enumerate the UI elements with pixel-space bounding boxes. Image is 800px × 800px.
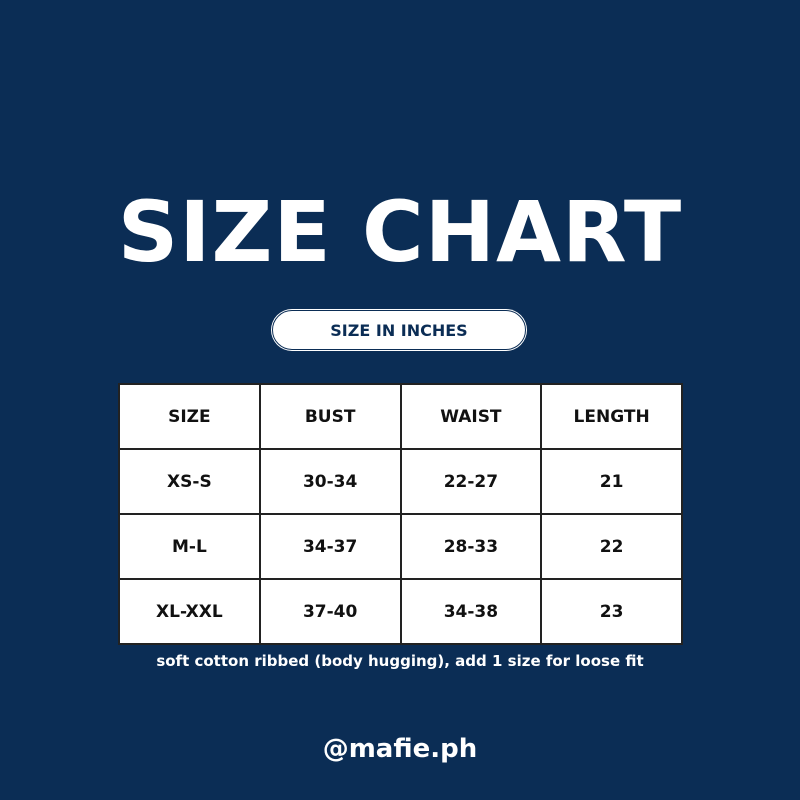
table-row: XS-S 30-34 22-27 21: [118, 448, 683, 515]
header-cell: BUST: [258, 383, 402, 450]
size-table: SIZE BUST WAIST LENGTH XS-S 30-34 22-27 …: [118, 383, 683, 645]
table-cell: 21: [540, 448, 683, 515]
table-cell: 22: [540, 513, 683, 580]
table-cell: 23: [540, 578, 683, 645]
fit-note: soft cotton ribbed (body hugging), add 1…: [156, 652, 644, 670]
unit-label-badge: SIZE IN INCHES: [272, 310, 526, 350]
table-cell: 30-34: [258, 448, 402, 515]
table-cell: 22-27: [399, 448, 543, 515]
table-cell: M-L: [118, 513, 261, 580]
header-cell: WAIST: [399, 383, 543, 450]
table-cell: 34-38: [399, 578, 543, 645]
table-cell: 28-33: [399, 513, 543, 580]
table-row: XL-XXL 37-40 34-38 23: [118, 578, 683, 645]
header-cell: SIZE: [118, 383, 261, 450]
table-header-row: SIZE BUST WAIST LENGTH: [118, 383, 683, 450]
page-title: SIZE CHART: [117, 183, 683, 281]
header-cell: LENGTH: [540, 383, 683, 450]
table-cell: XS-S: [118, 448, 261, 515]
social-handle: @mafie.ph: [322, 734, 478, 764]
table-row: M-L 34-37 28-33 22: [118, 513, 683, 580]
table-cell: 37-40: [258, 578, 402, 645]
table-cell: 34-37: [258, 513, 402, 580]
table-cell: XL-XXL: [118, 578, 261, 645]
